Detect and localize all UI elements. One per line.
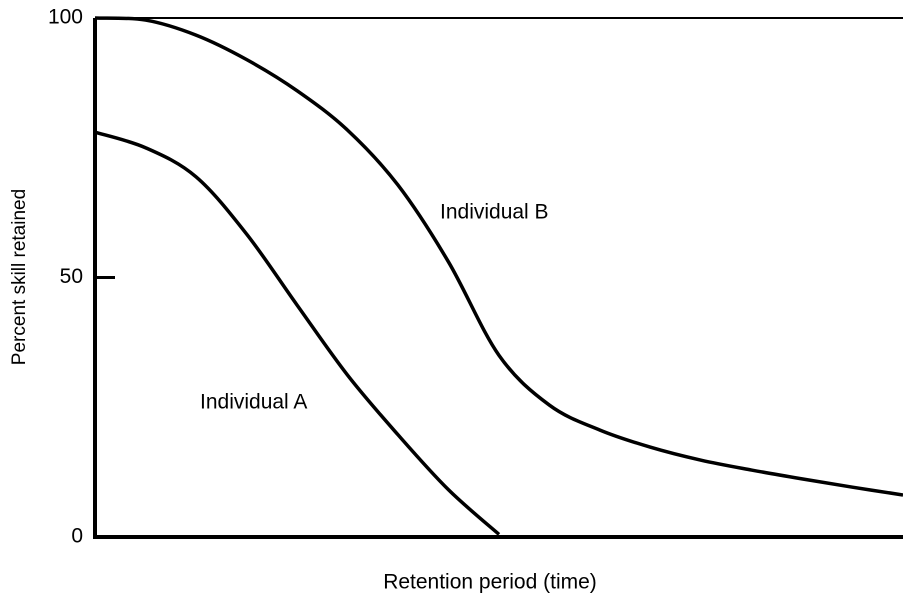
y-axis-label: Percent skill retained xyxy=(9,189,30,365)
y-tick-label: 100 xyxy=(48,6,83,29)
y-tick-label: 0 xyxy=(71,525,83,548)
line-series xyxy=(94,16,903,497)
series-label: Individual A xyxy=(200,391,307,414)
x-axis-label: Retention period (time) xyxy=(383,571,597,594)
line-series xyxy=(94,130,501,536)
series-label: Individual B xyxy=(440,201,549,224)
y-tick-label: 50 xyxy=(60,265,83,288)
